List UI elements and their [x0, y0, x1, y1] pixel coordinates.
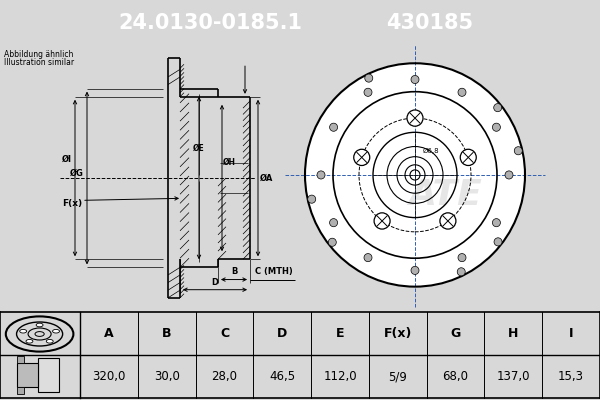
- Circle shape: [458, 88, 466, 96]
- Text: 112,0: 112,0: [323, 370, 357, 383]
- Circle shape: [407, 110, 423, 126]
- Circle shape: [20, 330, 26, 333]
- Text: 68,0: 68,0: [443, 370, 469, 383]
- Text: B: B: [162, 327, 172, 340]
- Text: 24.0130-0185.1: 24.0130-0185.1: [118, 13, 302, 33]
- Text: H: H: [508, 327, 518, 340]
- Circle shape: [494, 238, 502, 246]
- Text: 320,0: 320,0: [92, 370, 125, 383]
- Text: ØG: ØG: [70, 168, 84, 178]
- Text: F(x): F(x): [383, 327, 412, 340]
- Circle shape: [364, 254, 372, 262]
- Text: ØE: ØE: [193, 144, 205, 153]
- Circle shape: [329, 123, 338, 131]
- Text: 137,0: 137,0: [497, 370, 530, 383]
- Bar: [38, 358, 59, 392]
- Text: C (MTH): C (MTH): [255, 268, 293, 276]
- Circle shape: [514, 147, 522, 155]
- Circle shape: [411, 76, 419, 84]
- Text: A: A: [104, 327, 114, 340]
- Text: 430185: 430185: [386, 13, 473, 33]
- Text: G: G: [451, 327, 461, 340]
- Text: Illustration similar: Illustration similar: [4, 58, 74, 67]
- Circle shape: [374, 213, 390, 229]
- Circle shape: [365, 74, 373, 82]
- Circle shape: [354, 149, 370, 166]
- Bar: [17, 387, 24, 394]
- Text: 5/9: 5/9: [388, 370, 407, 383]
- Circle shape: [457, 268, 465, 276]
- Circle shape: [440, 213, 456, 229]
- Text: Ø6,8: Ø6,8: [423, 148, 440, 154]
- Circle shape: [36, 323, 43, 327]
- Text: Abbildung ähnlich: Abbildung ähnlich: [4, 50, 73, 59]
- Text: D: D: [212, 278, 218, 287]
- Text: 46,5: 46,5: [269, 370, 295, 383]
- Circle shape: [329, 219, 338, 227]
- Text: I: I: [569, 327, 574, 340]
- Circle shape: [46, 340, 53, 343]
- Bar: [17, 363, 38, 387]
- Circle shape: [305, 63, 525, 287]
- Text: ØA: ØA: [260, 174, 274, 182]
- Text: B: B: [231, 268, 237, 276]
- Circle shape: [328, 238, 336, 246]
- Text: D: D: [277, 327, 287, 340]
- Text: ATE: ATE: [408, 178, 482, 212]
- Text: 15,3: 15,3: [558, 370, 584, 383]
- Circle shape: [308, 195, 316, 203]
- Circle shape: [26, 340, 33, 343]
- Circle shape: [364, 88, 372, 96]
- Circle shape: [505, 171, 513, 179]
- Circle shape: [53, 330, 59, 333]
- Bar: [17, 356, 24, 363]
- Circle shape: [493, 219, 500, 227]
- Text: ØH: ØH: [223, 158, 236, 167]
- Circle shape: [493, 123, 500, 131]
- Text: ØI: ØI: [62, 155, 72, 164]
- Circle shape: [460, 149, 476, 166]
- Circle shape: [494, 104, 502, 112]
- Text: 30,0: 30,0: [154, 370, 179, 383]
- Text: C: C: [220, 327, 229, 340]
- Text: E: E: [336, 327, 344, 340]
- Text: 28,0: 28,0: [211, 370, 238, 383]
- Circle shape: [317, 171, 325, 179]
- Circle shape: [458, 254, 466, 262]
- Text: F(x): F(x): [62, 199, 82, 208]
- Circle shape: [411, 266, 419, 274]
